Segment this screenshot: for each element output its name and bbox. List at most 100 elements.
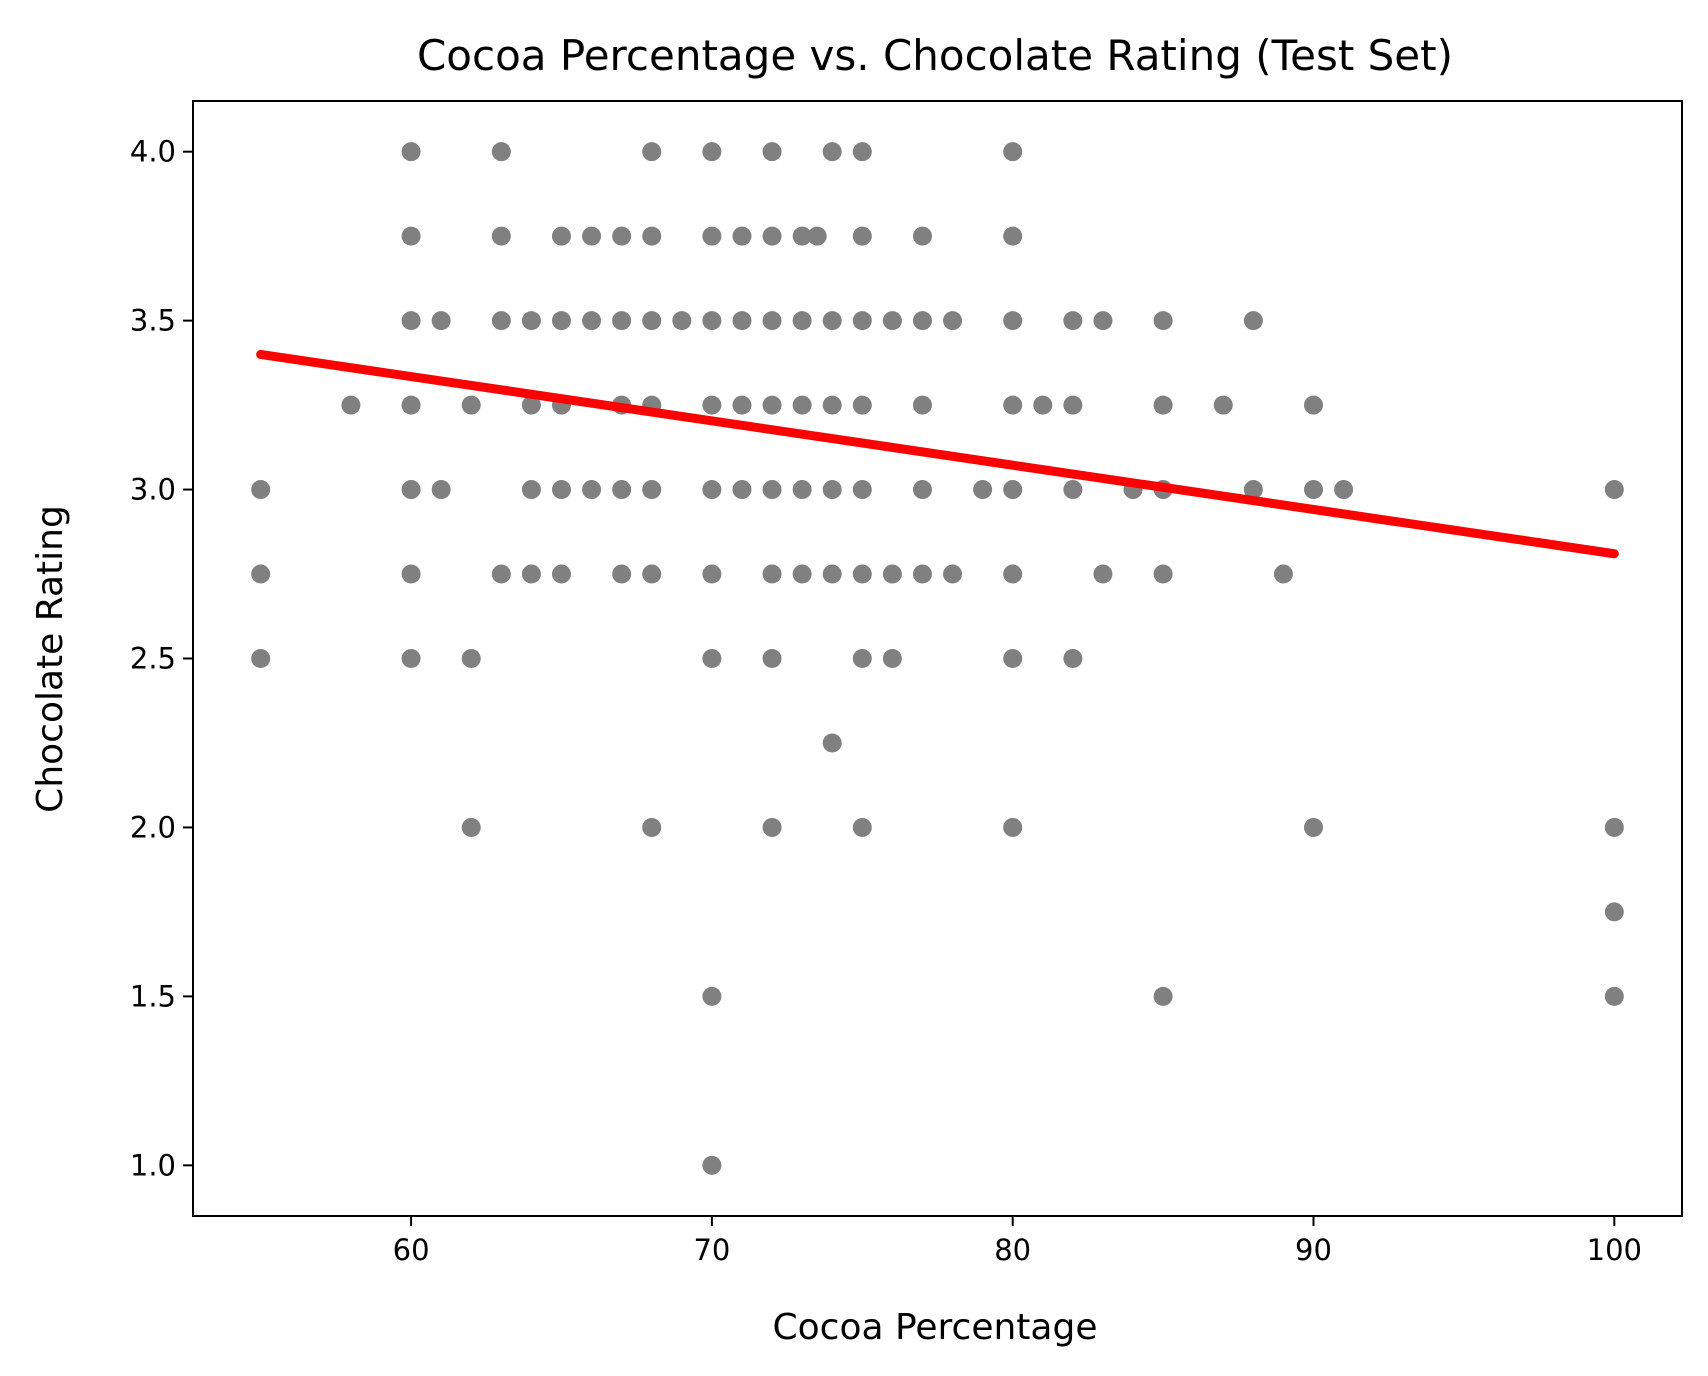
scatter-point (431, 311, 451, 331)
scatter-point (912, 226, 932, 246)
scatter-point (912, 564, 932, 584)
scatter-point (551, 480, 571, 500)
scatter-point (702, 226, 722, 246)
scatter-point (1003, 480, 1023, 500)
y-tick-label: 1.0 (130, 1148, 176, 1182)
scatter-point (973, 480, 993, 500)
scatter-point (1003, 564, 1023, 584)
scatter-point (582, 480, 602, 500)
scatter-point (1003, 142, 1023, 162)
scatter-point (341, 395, 361, 415)
scatter-point (642, 226, 662, 246)
scatter-point (461, 395, 481, 415)
y-tick-label: 2.0 (130, 810, 176, 844)
scatter-point (1304, 480, 1324, 500)
x-tick-label: 60 (393, 1233, 430, 1267)
scatter-point (521, 480, 541, 500)
scatter-point (1213, 395, 1233, 415)
plot-area: 60 70 80 90 100 1.0 1.5 2.0 2.5 3.0 3.5 4.0 (130, 100, 1683, 1267)
x-tick-label: 70 (693, 1233, 730, 1267)
scatter-point (642, 564, 662, 584)
scatter-point (401, 649, 421, 668)
scatter-point (642, 311, 662, 331)
scatter-point (461, 817, 481, 837)
scatter-point (1604, 480, 1624, 500)
scatter-point (612, 564, 632, 584)
scatter-point (401, 226, 421, 246)
scatter-point (762, 817, 782, 837)
scatter-point (1003, 817, 1023, 837)
scatter-point (521, 564, 541, 584)
y-tick-label: 2.5 (130, 642, 176, 676)
scatter-point (702, 986, 722, 1006)
scatter-point (702, 395, 722, 415)
scatter-point (612, 226, 632, 246)
scatter-point (912, 480, 932, 500)
scatter-point (1243, 311, 1263, 331)
scatter-point (912, 311, 932, 331)
scatter-point (1153, 564, 1173, 584)
scatter-point (762, 395, 782, 415)
scatter-point (732, 226, 752, 246)
scatter-point (642, 142, 662, 162)
y-axis-label: Chocolate Rating (30, 505, 71, 813)
scatter-point (401, 395, 421, 415)
scatter-point (582, 311, 602, 331)
scatter-point (822, 142, 842, 162)
scatter-point (1003, 311, 1023, 331)
scatter-point (1153, 311, 1173, 331)
scatter-point (762, 311, 782, 331)
scatter-point (491, 226, 511, 246)
scatter-point (822, 311, 842, 331)
scatter-point (943, 311, 963, 331)
scatter-point (732, 311, 752, 331)
scatter-point (702, 480, 722, 500)
scatter-point (672, 311, 692, 331)
scatter-point (732, 480, 752, 500)
scatter-point (1273, 564, 1293, 584)
scatter-point (521, 311, 541, 331)
x-tick-label: 100 (1587, 1233, 1642, 1267)
scatter-point (1604, 817, 1624, 837)
scatter-point (792, 564, 812, 584)
scatter-point (582, 226, 602, 246)
y-tick-label: 4.0 (130, 135, 176, 169)
scatter-point (852, 564, 872, 584)
scatter-point (1604, 902, 1624, 922)
scatter-point (1063, 480, 1083, 500)
x-tick-label: 80 (994, 1233, 1031, 1267)
scatter-point (1304, 395, 1324, 415)
y-tick-label: 1.5 (130, 979, 176, 1013)
scatter-point (702, 142, 722, 162)
scatter-point (702, 1155, 722, 1175)
scatter-point (401, 142, 421, 162)
scatter-point (822, 395, 842, 415)
scatter-point (251, 649, 271, 668)
scatter-point (912, 395, 932, 415)
scatter-point (882, 311, 902, 331)
y-tick-label: 3.5 (130, 304, 176, 338)
scatter-point (1063, 311, 1083, 331)
scatter-point (642, 480, 662, 500)
scatter-point (792, 226, 812, 246)
scatter-point (461, 649, 481, 668)
scatter-point (551, 311, 571, 331)
scatter-point (551, 226, 571, 246)
scatter-point (401, 480, 421, 500)
scatter-point (822, 733, 842, 753)
scatter-point (792, 395, 812, 415)
scatter-point (792, 311, 812, 331)
scatter-point (491, 311, 511, 331)
chart-title: Cocoa Percentage vs. Chocolate Rating (T… (417, 31, 1453, 80)
scatter-point (943, 564, 963, 584)
x-axis-label: Cocoa Percentage (772, 1307, 1097, 1348)
scatter-point (491, 564, 511, 584)
scatter-point (1033, 395, 1053, 415)
scatter-point (882, 649, 902, 668)
scatter-point (1334, 480, 1354, 500)
scatter-point (822, 564, 842, 584)
scatter-point (852, 817, 872, 837)
scatter-point (882, 564, 902, 584)
scatter-point (1304, 817, 1324, 837)
